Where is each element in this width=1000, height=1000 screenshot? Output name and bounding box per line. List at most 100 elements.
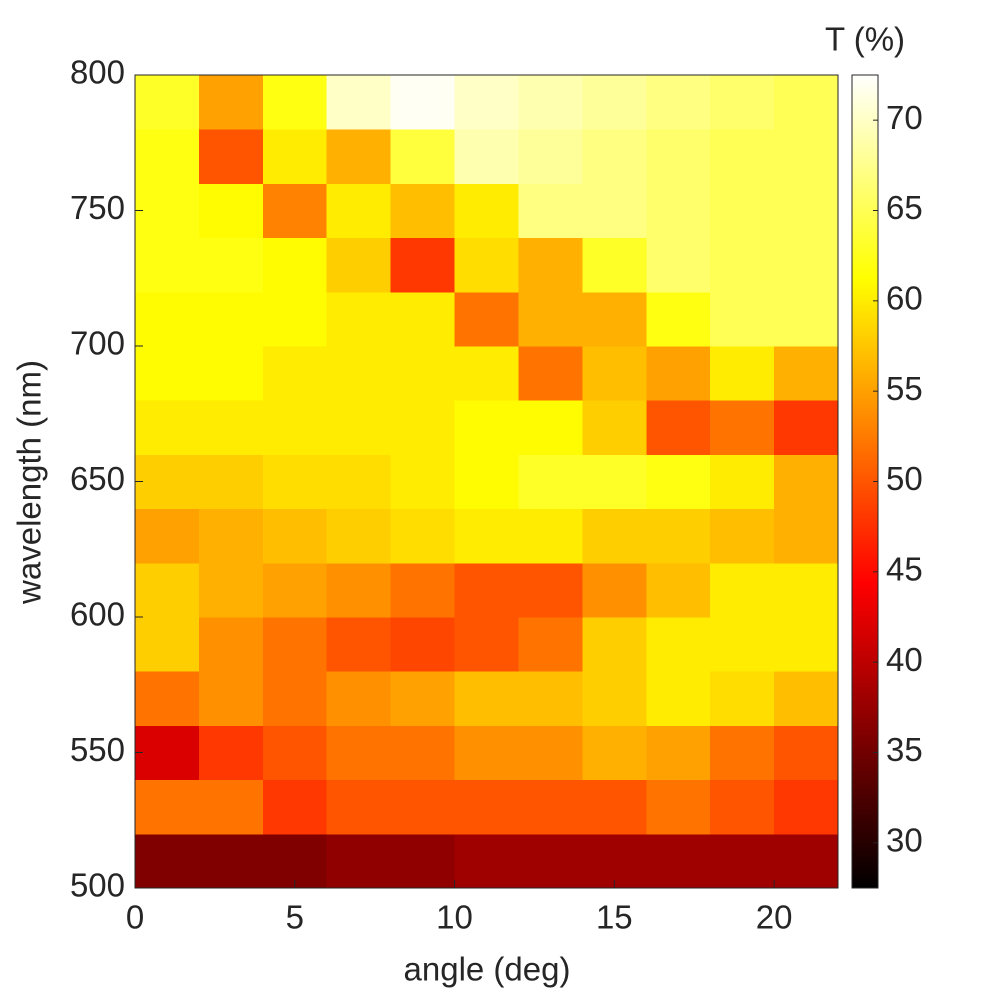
- heat-cell: [710, 617, 775, 672]
- heat-cell: [774, 671, 839, 726]
- heat-cell: [774, 562, 839, 618]
- heat-cell: [774, 400, 839, 455]
- heat-cell: [454, 833, 519, 889]
- heat-cell: [198, 671, 264, 726]
- heat-cell: [454, 291, 519, 347]
- heat-cell: [774, 183, 839, 239]
- heat-cell: [646, 400, 711, 455]
- heat-cell: [518, 454, 583, 510]
- heat-cell: [518, 346, 583, 401]
- heat-cell: [582, 617, 647, 672]
- x-tick-label: 5: [286, 899, 304, 936]
- heat-cell: [390, 291, 456, 347]
- heat-cell: [326, 508, 392, 564]
- colorbar-tick-label: 35: [886, 731, 923, 768]
- heat-cell: [135, 183, 200, 239]
- heat-cell: [518, 508, 583, 564]
- heat-cell: [326, 237, 392, 293]
- y-tick-label: 550: [70, 731, 125, 768]
- heat-cell: [710, 237, 775, 293]
- heat-cell: [326, 454, 392, 510]
- heat-cell: [646, 725, 711, 781]
- heat-cell: [390, 237, 456, 293]
- x-tick-label: 10: [436, 899, 473, 936]
- heat-cell: [262, 617, 328, 672]
- heat-cell: [262, 237, 328, 293]
- heat-cell: [454, 779, 519, 835]
- heat-cell: [646, 833, 711, 889]
- heat-cell: [454, 454, 519, 510]
- heat-cell: [582, 291, 647, 347]
- heat-cell: [518, 671, 583, 726]
- heat-cell: [135, 562, 200, 618]
- heat-cell: [774, 346, 839, 401]
- colorbar-tick-label: 45: [886, 551, 923, 588]
- heat-cell: [518, 725, 583, 781]
- colorbar-tick-label: 65: [886, 189, 923, 226]
- colorbar-tick-label: 30: [886, 822, 923, 859]
- heat-cell: [518, 779, 583, 835]
- heat-cell: [710, 454, 775, 510]
- heat-cell: [198, 725, 264, 781]
- heat-cell: [262, 671, 328, 726]
- heat-cell: [454, 671, 519, 726]
- heat-cell: [262, 129, 328, 184]
- heat-cell: [262, 346, 328, 401]
- heat-cell: [326, 129, 392, 184]
- colorbar-tick-label: 60: [886, 280, 923, 317]
- heat-cell: [198, 129, 264, 184]
- heat-cell: [198, 346, 264, 401]
- heat-cell: [710, 129, 775, 184]
- heat-cell: [135, 129, 200, 184]
- heat-cell: [518, 129, 583, 184]
- heat-cell: [774, 617, 839, 672]
- heat-cell: [774, 291, 839, 347]
- heat-cell: [390, 508, 456, 564]
- heat-cell: [710, 291, 775, 347]
- heat-cell: [135, 833, 200, 889]
- heat-cell: [262, 183, 328, 239]
- heat-cell: [774, 75, 839, 130]
- heat-cell: [582, 183, 647, 239]
- heatmap: [135, 75, 839, 889]
- heat-cell: [198, 454, 264, 510]
- heat-cell: [198, 833, 264, 889]
- heat-cell: [710, 346, 775, 401]
- heat-cell: [518, 75, 583, 130]
- heat-cell: [582, 779, 647, 835]
- heat-cell: [710, 725, 775, 781]
- heat-cell: [518, 183, 583, 239]
- heat-cell: [198, 75, 264, 130]
- heat-cell: [262, 725, 328, 781]
- heat-cell: [518, 617, 583, 672]
- y-tick-label: 800: [70, 54, 125, 91]
- heat-cell: [326, 75, 392, 130]
- heat-cell: [135, 779, 200, 835]
- heat-cell: [710, 75, 775, 130]
- heat-cell: [326, 400, 392, 455]
- heat-cell: [454, 75, 519, 130]
- heat-cell: [710, 833, 775, 889]
- heat-cell: [518, 237, 583, 293]
- heat-cell: [198, 508, 264, 564]
- x-axis-label: angle (deg): [404, 951, 571, 988]
- heat-cell: [710, 779, 775, 835]
- heat-cell: [326, 291, 392, 347]
- heat-cell: [646, 454, 711, 510]
- heat-cell: [390, 725, 456, 781]
- heat-cell: [582, 562, 647, 618]
- heat-cell: [582, 237, 647, 293]
- heat-cell: [390, 400, 456, 455]
- heat-cell: [390, 129, 456, 184]
- y-tick-label: 500: [70, 867, 125, 904]
- heat-cell: [582, 346, 647, 401]
- heat-cell: [326, 725, 392, 781]
- heat-cell: [774, 129, 839, 184]
- heat-cell: [390, 454, 456, 510]
- x-tick-label: 0: [126, 899, 144, 936]
- heat-cell: [454, 562, 519, 618]
- heat-cell: [198, 237, 264, 293]
- heat-cell: [774, 779, 839, 835]
- colorbar-tick-label: 70: [886, 99, 923, 136]
